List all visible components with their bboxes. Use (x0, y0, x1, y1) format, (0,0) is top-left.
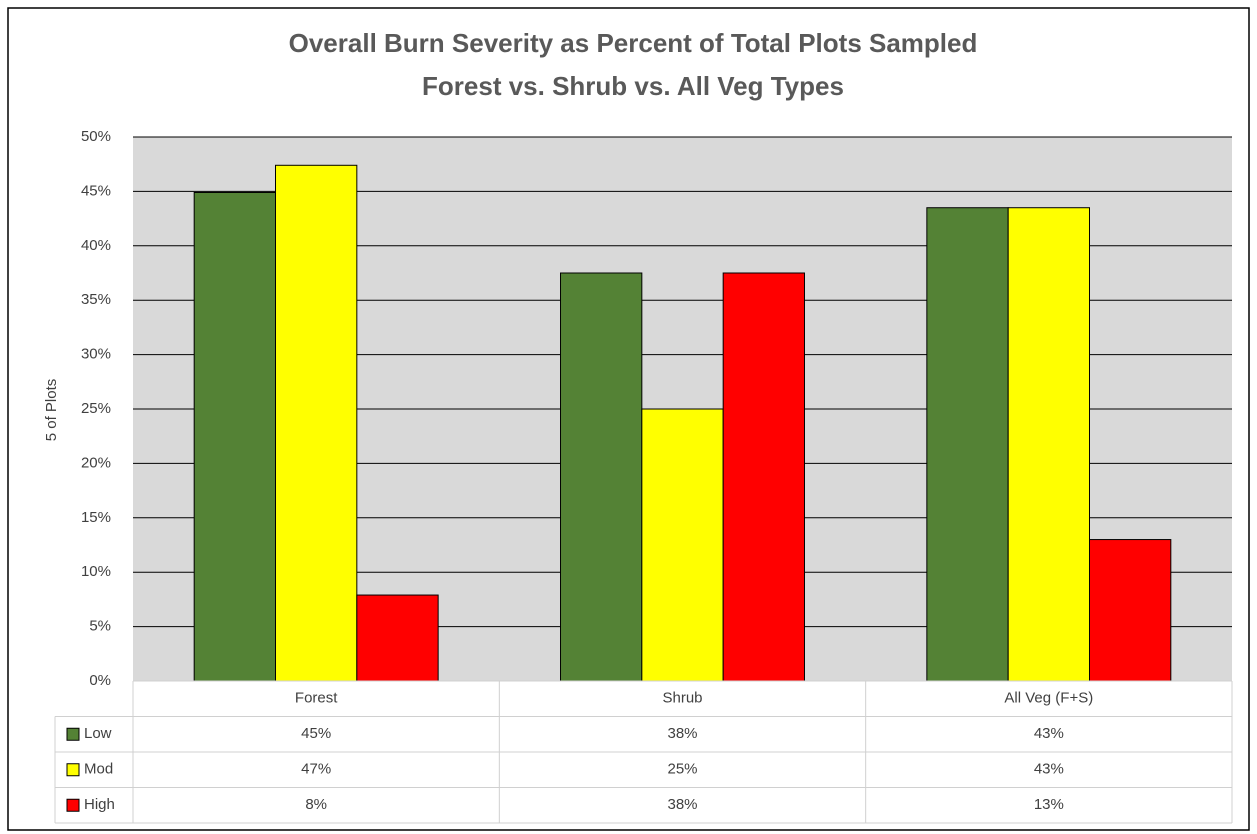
bar (1007, 207, 1090, 682)
y-tick-label: 15% (81, 509, 111, 526)
data-label: 43% (1034, 725, 1064, 742)
bar (356, 594, 439, 682)
y-tick-label: 10% (81, 563, 111, 580)
bar (722, 272, 805, 682)
chart-title: Overall Burn Severity as Percent of Tota… (289, 28, 978, 58)
data-label: 38% (667, 725, 697, 742)
data-label: 25% (667, 761, 697, 778)
y-tick-label: 40% (81, 237, 111, 254)
y-tick-label: 20% (81, 454, 111, 471)
y-tick-label: 45% (81, 182, 111, 199)
legend-swatch (66, 763, 80, 777)
legend-label: Mod (84, 761, 113, 778)
y-tick-label: 25% (81, 400, 111, 417)
bar (560, 272, 643, 682)
bar (1088, 539, 1172, 682)
x-tick-label: Forest (295, 690, 338, 707)
y-tick-label: 0% (89, 672, 111, 689)
chart-subtitle: Forest vs. Shrub vs. All Veg Types (422, 71, 844, 101)
y-tick-label: 30% (81, 346, 111, 363)
bar (926, 207, 1009, 682)
data-label: 43% (1034, 761, 1064, 778)
data-label: 38% (667, 796, 697, 813)
y-tick-label: 5% (89, 618, 111, 635)
y-tick-label: 35% (81, 291, 111, 308)
data-label: 45% (301, 725, 331, 742)
x-tick-label: All Veg (F+S) (1004, 690, 1093, 707)
data-label: 13% (1034, 796, 1064, 813)
legend-label: Low (84, 725, 112, 742)
bar (275, 164, 358, 682)
x-tick-label: Shrub (662, 690, 702, 707)
bar (641, 408, 724, 682)
data-label: 8% (305, 796, 327, 813)
y-tick-label: 50% (81, 128, 111, 145)
bar (193, 191, 277, 682)
legend-label: High (84, 796, 115, 813)
y-axis-label: 5 of Plots (43, 379, 60, 442)
legend-swatch (66, 798, 80, 812)
legend-swatch (66, 727, 80, 741)
data-label: 47% (301, 761, 331, 778)
